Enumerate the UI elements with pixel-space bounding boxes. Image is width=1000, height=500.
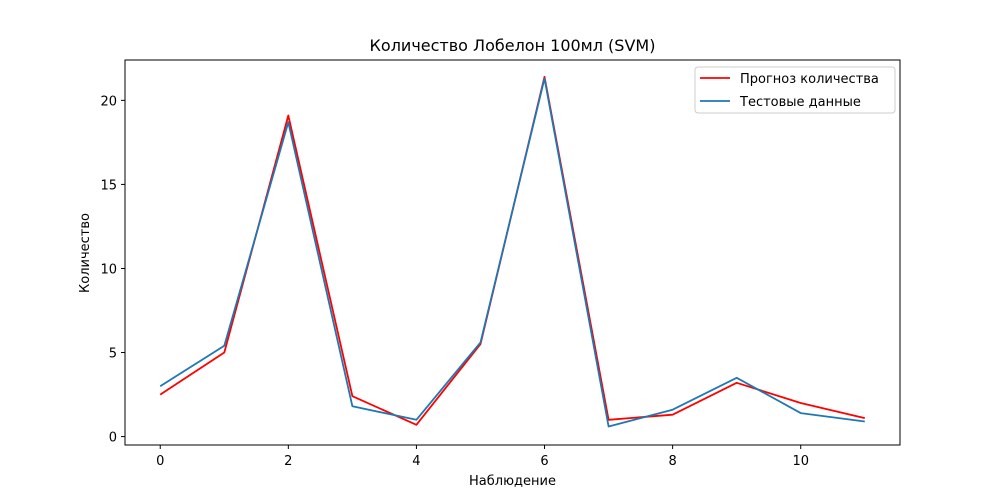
legend-label-1: Прогноз количества bbox=[740, 72, 879, 87]
y-tick-label: 20 bbox=[100, 94, 117, 109]
plot-series bbox=[159, 75, 866, 428]
x-tick-label: 8 bbox=[668, 454, 676, 469]
x-tick-label: 0 bbox=[156, 454, 164, 469]
plot-area-frame bbox=[124, 59, 901, 446]
x-tick-label: 6 bbox=[540, 454, 548, 469]
series-line-1 bbox=[159, 75, 866, 426]
x-axis-ticks: 0 2 4 6 8 10 bbox=[156, 445, 809, 469]
y-tick-label: 5 bbox=[109, 347, 117, 362]
y-tick-label: 10 bbox=[100, 262, 117, 277]
y-tick-label: 0 bbox=[109, 431, 117, 446]
legend-frame bbox=[694, 66, 896, 114]
y-axis-label: Количество bbox=[78, 213, 93, 293]
y-axis-ticks: 0 5 10 15 20 bbox=[100, 94, 125, 446]
y-tick-label: 15 bbox=[100, 178, 117, 193]
x-tick-label: 4 bbox=[412, 454, 420, 469]
legend: Прогноз количества Тестовые данные bbox=[694, 66, 896, 114]
x-tick-label: 10 bbox=[792, 454, 809, 469]
series-line-2 bbox=[159, 77, 865, 428]
x-axis-label: Наблюдение bbox=[469, 474, 556, 489]
chart-title: Количество Лобелон 100мл (SVM) bbox=[370, 36, 656, 55]
legend-label-2: Тестовые данные bbox=[739, 95, 861, 110]
x-tick-label: 2 bbox=[284, 454, 292, 469]
